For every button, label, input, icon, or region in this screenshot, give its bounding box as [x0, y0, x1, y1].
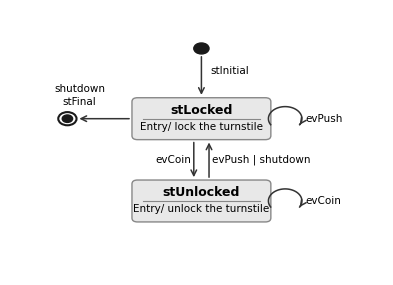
Text: evCoin: evCoin	[155, 155, 191, 165]
Text: shutdown
stFinal: shutdown stFinal	[54, 84, 105, 107]
Text: Entry/ unlock the turnstile: Entry/ unlock the turnstile	[133, 204, 270, 215]
Text: stUnlocked: stUnlocked	[163, 186, 240, 199]
FancyBboxPatch shape	[132, 98, 271, 140]
Text: evPush: evPush	[305, 114, 342, 124]
FancyBboxPatch shape	[132, 180, 271, 222]
Text: Entry/ lock the turnstile: Entry/ lock the turnstile	[140, 122, 263, 132]
Circle shape	[58, 112, 77, 125]
Text: stInitial: stInitial	[211, 66, 249, 76]
Circle shape	[194, 43, 209, 54]
Circle shape	[62, 115, 73, 123]
Text: evPush | shutdown: evPush | shutdown	[212, 154, 310, 165]
Text: stLocked: stLocked	[170, 104, 233, 117]
Text: evCoin: evCoin	[305, 196, 341, 206]
